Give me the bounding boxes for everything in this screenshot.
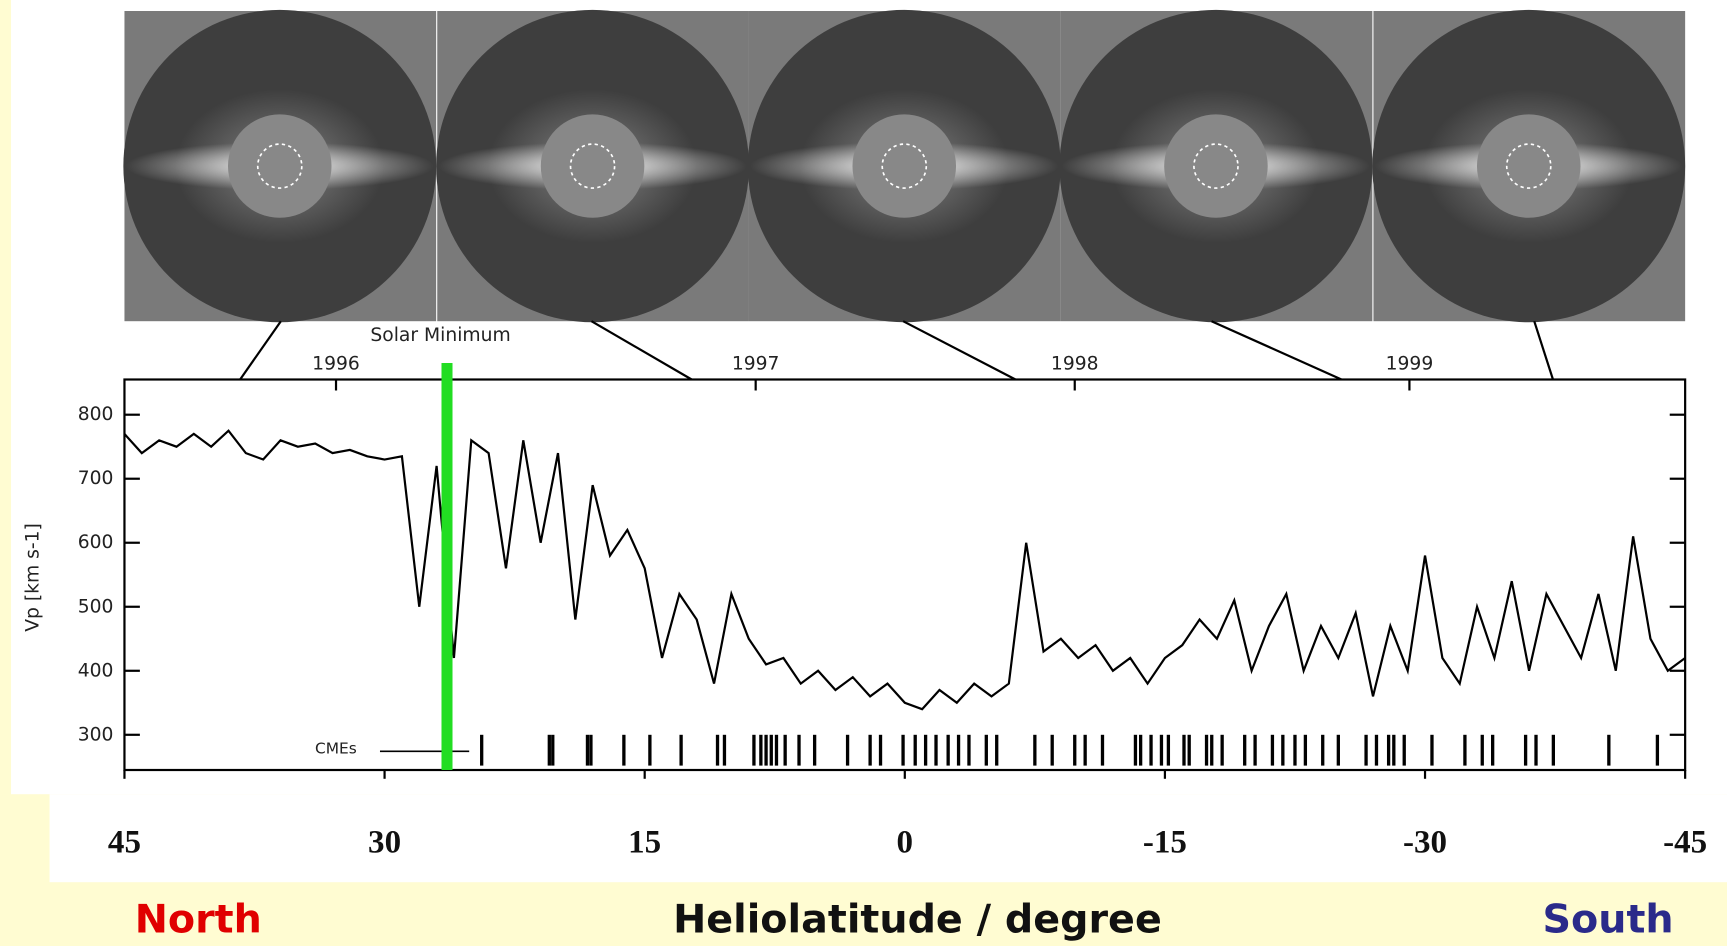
- year-label: 1997: [732, 354, 780, 375]
- image: [747, 9, 1062, 324]
- image: [122, 9, 437, 324]
- marker-label: Solar Minimum: [370, 325, 510, 346]
- y-tick-label: 800: [78, 404, 114, 425]
- image: [435, 9, 750, 324]
- x-axis-label: Heliolatitude / degree: [673, 896, 1162, 942]
- image: [1371, 9, 1686, 324]
- y-tick-label: 400: [78, 660, 114, 681]
- coronagraph-images: [122, 9, 1686, 324]
- pointer-arrows: [239, 320, 1555, 381]
- y-tick-label: 700: [78, 468, 114, 489]
- north-label: North: [135, 896, 262, 942]
- arrow: [1211, 320, 1342, 381]
- arrow: [239, 320, 282, 381]
- arrow: [1533, 320, 1555, 380]
- arrow: [902, 320, 1017, 381]
- x-tick-label: 45: [108, 824, 141, 860]
- y-tick-label: 600: [78, 532, 114, 553]
- x-tick-label: 0: [897, 824, 914, 860]
- x-tick-label: 30: [368, 824, 401, 860]
- south-label: South: [1542, 896, 1673, 942]
- panel: [49, 794, 1727, 883]
- y-tick-label: 300: [78, 724, 114, 745]
- y-axis-label: Vp [km s-1]: [23, 523, 44, 632]
- event-label: CMEs: [315, 740, 357, 758]
- x-tick-label: -15: [1143, 824, 1187, 860]
- y-tick-label: 500: [78, 596, 114, 617]
- x-tick-label: -45: [1663, 824, 1707, 860]
- year-label: 1999: [1386, 354, 1434, 375]
- image: [1058, 9, 1374, 324]
- year-label: 1996: [312, 354, 360, 375]
- year-label: 1998: [1051, 354, 1099, 375]
- arrow: [590, 320, 693, 381]
- speed-line: [123, 429, 1686, 711]
- x-tick-label: -30: [1403, 824, 1447, 860]
- x-tick-label: 15: [628, 824, 661, 860]
